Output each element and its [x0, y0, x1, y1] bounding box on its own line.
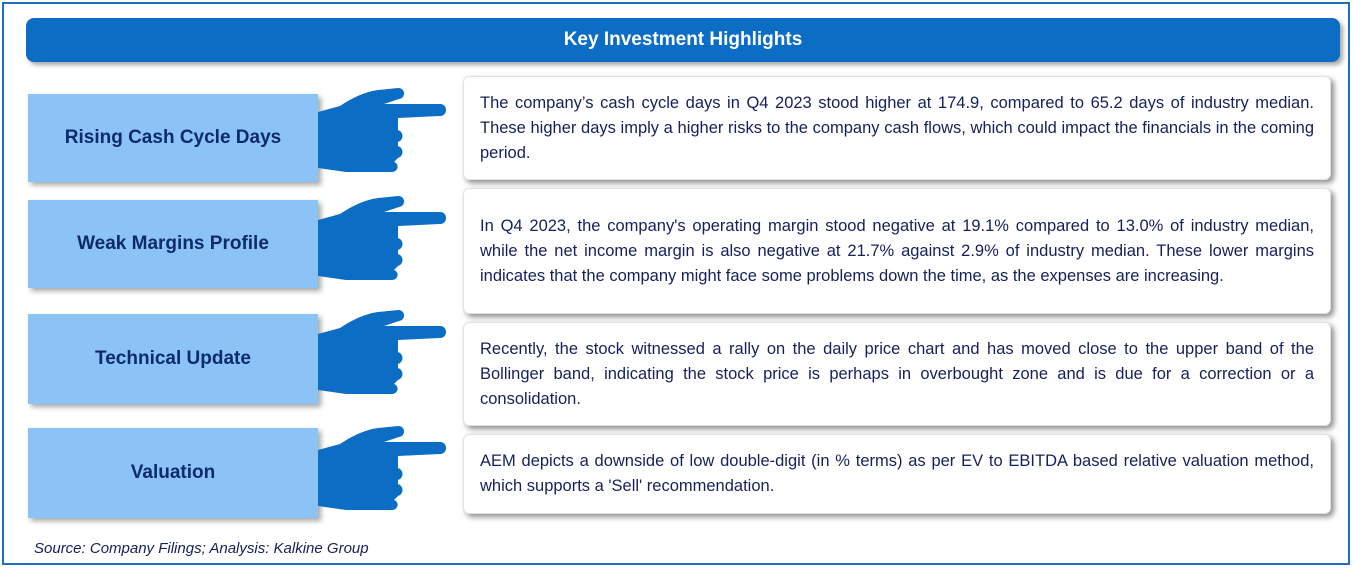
highlight-label: Weak Margins Profile — [77, 233, 269, 254]
highlight-description-box: Recently, the stock witnessed a rally on… — [463, 322, 1331, 426]
page-title: Key Investment Highlights — [563, 29, 803, 50]
highlight-label-box: Weak Margins Profile — [28, 200, 318, 288]
highlight-label: Rising Cash Cycle Days — [64, 127, 282, 148]
pointing-hand-icon — [318, 196, 446, 280]
highlight-label: Valuation — [130, 462, 216, 483]
highlight-description-box: The company’s cash cycle days in Q4 2023… — [463, 76, 1331, 180]
highlight-description: The company’s cash cycle days in Q4 2023… — [480, 93, 1314, 162]
pointing-hand-icon — [318, 88, 446, 172]
source-note: Source: Company Filings; Analysis: Kalki… — [34, 540, 369, 557]
highlight-description: In Q4 2023, the company's operating marg… — [480, 216, 1314, 285]
highlight-description-box: AEM depicts a downside of low double-dig… — [463, 434, 1331, 514]
highlight-description-box: In Q4 2023, the company's operating marg… — [463, 188, 1331, 314]
title-banner: Key Investment Highlights — [26, 18, 1340, 62]
highlight-label-box: Technical Update — [28, 314, 318, 404]
pointing-hand-icon — [318, 426, 446, 510]
highlight-label-box: Valuation — [28, 428, 318, 518]
highlight-label-box: Rising Cash Cycle Days — [28, 94, 318, 182]
highlight-description: Recently, the stock witnessed a rally on… — [480, 339, 1314, 408]
pointing-hand-icon — [318, 310, 446, 394]
highlight-description: AEM depicts a downside of low double-dig… — [480, 452, 1314, 495]
highlight-label: Technical Update — [95, 348, 251, 369]
